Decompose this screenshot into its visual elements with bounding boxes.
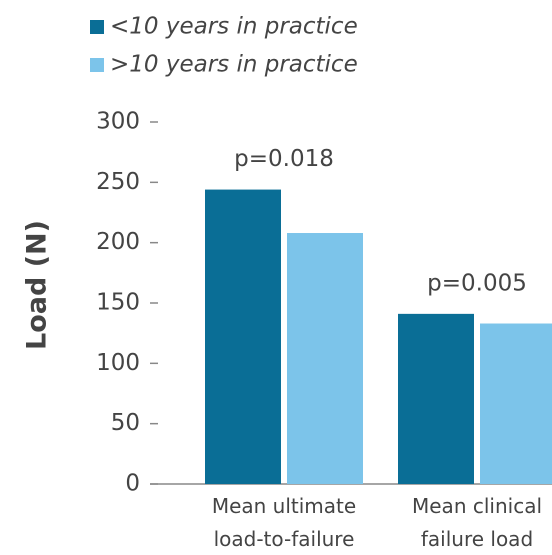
x-tick-label-line: Mean clinical: [412, 494, 542, 518]
bar: [398, 313, 474, 484]
y-tick-label: 250: [96, 169, 140, 195]
x-tick-label-line: Mean ultimate: [212, 494, 356, 518]
legend-label: <10 years in practice: [110, 14, 358, 40]
annotation: p=0.005: [427, 270, 527, 296]
legend-swatch: [90, 20, 104, 34]
annotation: p=0.018: [234, 146, 334, 172]
y-tick-label: 100: [96, 350, 140, 376]
y-tick-label: 200: [96, 229, 140, 255]
y-tick-label: 50: [111, 410, 140, 436]
x-tick-label-line: load-to-failure: [214, 527, 355, 551]
x-tick-label: Mean clinical failure load: [412, 494, 542, 551]
y-tick-label: 300: [96, 109, 140, 135]
legend-label: >10 years in practice: [110, 52, 358, 78]
bar: [205, 189, 281, 484]
legend-swatch: [90, 58, 104, 72]
bar: [480, 323, 552, 484]
y-tick-label: 0: [125, 471, 140, 497]
x-tick-label-line: failure load: [421, 527, 533, 551]
x-tick-label: Mean ultimate load-to-failure: [212, 494, 356, 551]
y-tick-label: 150: [96, 290, 140, 316]
bar: [287, 233, 363, 484]
y-axis-label: Load (N): [22, 220, 53, 350]
